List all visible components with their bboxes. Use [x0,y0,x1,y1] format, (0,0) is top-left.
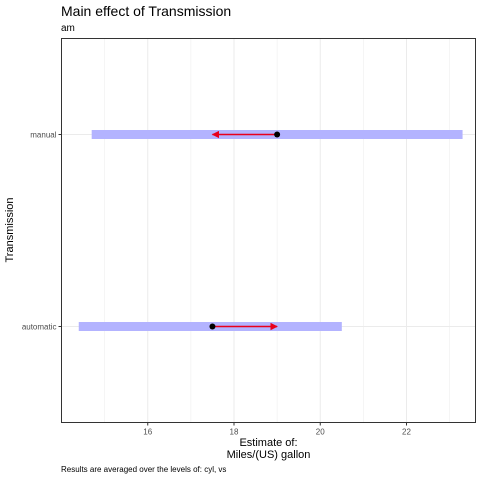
panel-border [61,38,476,423]
chart-subtitle: am [61,23,75,34]
x-tick-label: 22 [402,428,411,437]
x-tick-label: 20 [316,428,325,437]
x-axis-label-line: Estimate of: [239,437,297,449]
estimate-point-automatic [209,323,216,330]
axis-layer: 16 18 20 22 automatic manual [22,131,412,437]
y-tick-label-manual: manual [30,131,56,140]
x-tick-label: 18 [230,428,239,437]
chart-title: Main effect of Transmission [61,3,232,19]
estimate-point-manual [274,131,281,138]
chart-caption: Results are averaged over the levels of:… [61,465,227,474]
x-tick-label: 16 [143,428,152,437]
y-tick-label-automatic: automatic [22,323,57,332]
x-axis-label: Estimate of: Miles/(US) gallon [227,437,311,461]
x-axis-label-line: Miles/(US) gallon [227,449,311,461]
grid-layer [61,38,476,423]
data-layer [78,130,463,331]
y-axis-label: Transmission [4,198,16,263]
